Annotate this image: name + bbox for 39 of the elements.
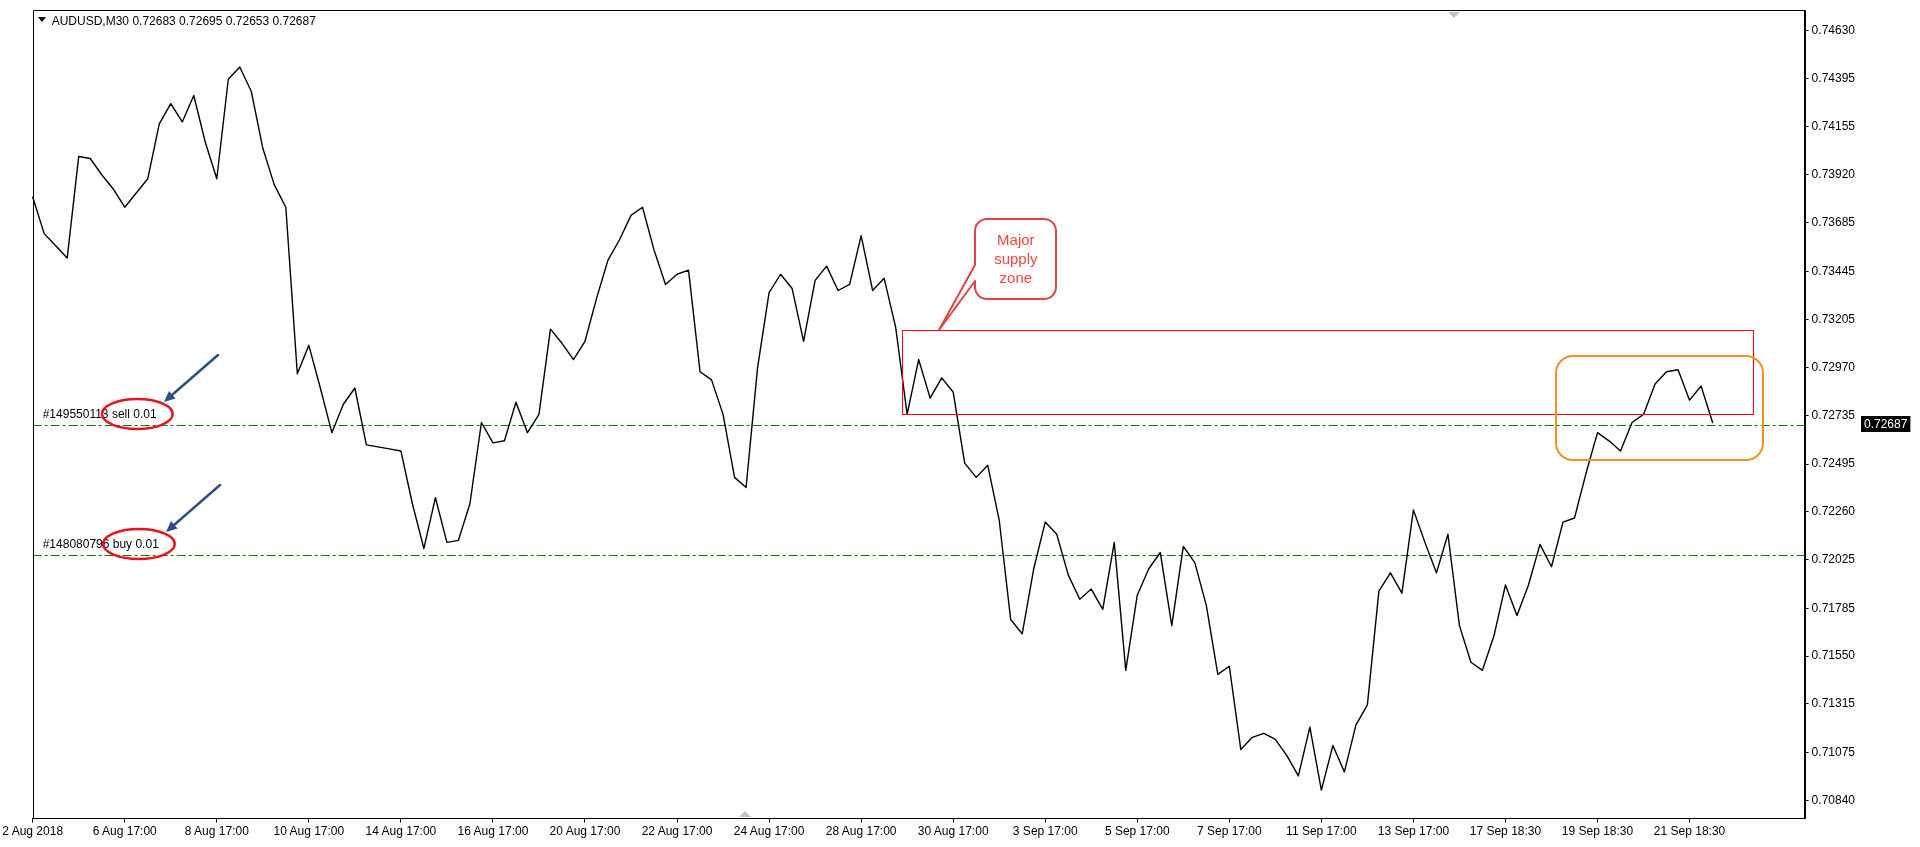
y-tick-label: 0.71315 (1811, 696, 1856, 711)
y-tick-label: 0.74630 (1811, 22, 1856, 37)
x-tick-label: 16 Aug 17:00 (457, 824, 529, 839)
y-tick-label: 0.72970 (1811, 360, 1856, 374)
x-tick-label: 14 Aug 17:00 (365, 824, 437, 839)
x-tick-label: 20 Aug 17:00 (549, 824, 621, 839)
y-tick-label: 0.72025 (1811, 551, 1856, 566)
y-tick-label: 0.72735 (1811, 407, 1856, 422)
x-tick-label: 7 Sep 17:00 (1196, 824, 1262, 839)
x-tick-label: 5 Sep 17:00 (1104, 824, 1170, 839)
y-tick-label: 0.73205 (1811, 312, 1856, 327)
x-tick-label: 2 Aug 2018 (2, 824, 64, 839)
y-tick-label: 0.71550 (1811, 648, 1856, 663)
x-tick-label: 24 Aug 17:00 (733, 824, 805, 839)
y-tick-label: 0.73685 (1811, 214, 1856, 229)
x-tick-label: 13 Sep 17:00 (1377, 824, 1450, 839)
y-tick-label: 0.74395 (1811, 70, 1856, 85)
chart-title: AUDUSD,M30 0.72683 0.72695 0.72653 0.72687 (51, 14, 317, 29)
x-tick-label: 6 Aug 17:00 (92, 824, 158, 839)
x-tick-label: 22 Aug 17:00 (641, 824, 713, 839)
x-tick-label: 17 Sep 18:30 (1469, 824, 1542, 839)
y-tick-label: 0.70840 (1811, 792, 1856, 807)
text: 0.72687 (1864, 416, 1908, 431)
y-tick-label: 0.72495 (1811, 456, 1856, 471)
y-tick-label: 0.73445 (1811, 263, 1856, 278)
x-tick-label: 11 Sep 17:00 (1286, 824, 1357, 839)
y-tick-label: 0.72260 (1811, 504, 1856, 519)
y-tick-label: 0.71785 (1811, 600, 1856, 615)
x-tick-label: 3 Sep 17:00 (1012, 824, 1078, 839)
y-tick-label: 0.71075 (1811, 744, 1856, 759)
y-tick-label: 0.74155 (1811, 119, 1856, 134)
y-tick-label: 0.73920 (1811, 167, 1856, 182)
x-tick-label: 28 Aug 17:00 (825, 824, 897, 839)
x-tick-label: 8 Aug 17:00 (184, 824, 250, 839)
x-tick-label: 10 Aug 17:00 (273, 824, 345, 839)
x-tick-label: 30 Aug 17:00 (917, 824, 989, 839)
x-tick-label: 21 Sep 18:30 (1653, 824, 1726, 839)
annotation: Major supply zone (993, 230, 1039, 288)
x-tick-label: 19 Sep 18:30 (1561, 824, 1634, 839)
